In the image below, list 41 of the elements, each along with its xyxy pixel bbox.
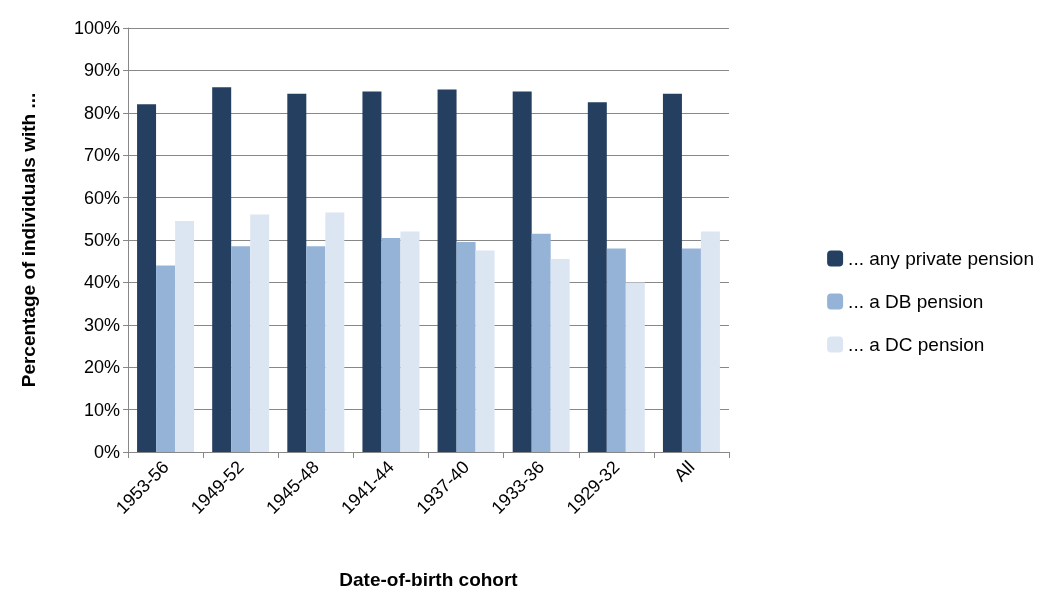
bar: [625, 282, 645, 452]
bar: [212, 87, 232, 452]
bar: [587, 102, 607, 452]
y-tick-label: 90%: [83, 60, 120, 81]
bar: [362, 91, 382, 452]
bar: [681, 248, 701, 452]
legend-label: ... a DC pension: [848, 334, 985, 355]
bar: [325, 212, 345, 452]
bar: [512, 91, 532, 452]
bar: [550, 259, 570, 452]
y-tick-label: 70%: [83, 145, 120, 166]
bar: [306, 246, 326, 452]
bar: [475, 250, 495, 452]
y-tick-label: 30%: [83, 314, 120, 335]
y-tick-label: 80%: [83, 102, 120, 123]
y-tick-label: 50%: [83, 230, 120, 250]
y-tick-label: 10%: [83, 399, 120, 420]
bar: [381, 237, 401, 452]
x-tick-label: All: [670, 456, 699, 486]
bar: [287, 93, 307, 452]
bar: [700, 231, 720, 452]
y-tick-label: 60%: [83, 187, 120, 208]
y-tick-label: 40%: [83, 272, 120, 293]
y-axis-title: Percentage of individuals with ...: [18, 92, 39, 388]
x-axis-title: Date-of-birth cohort: [339, 569, 519, 590]
bar: [400, 231, 420, 452]
legend-label: ... a DB pension: [848, 291, 984, 312]
y-tick-label: 0%: [93, 442, 120, 462]
bar: [137, 104, 157, 452]
legend-label: ... any private pension: [848, 248, 1034, 269]
bar: [606, 248, 626, 452]
bar: [456, 242, 476, 452]
bar: [531, 233, 551, 452]
bar: [250, 214, 270, 452]
bar: [231, 246, 251, 452]
bar: [175, 220, 195, 452]
bar: [156, 265, 176, 452]
y-tick-label: 20%: [83, 357, 120, 378]
bar: [662, 93, 682, 452]
bar: [437, 89, 457, 452]
y-tick-label: 100%: [73, 18, 120, 38]
